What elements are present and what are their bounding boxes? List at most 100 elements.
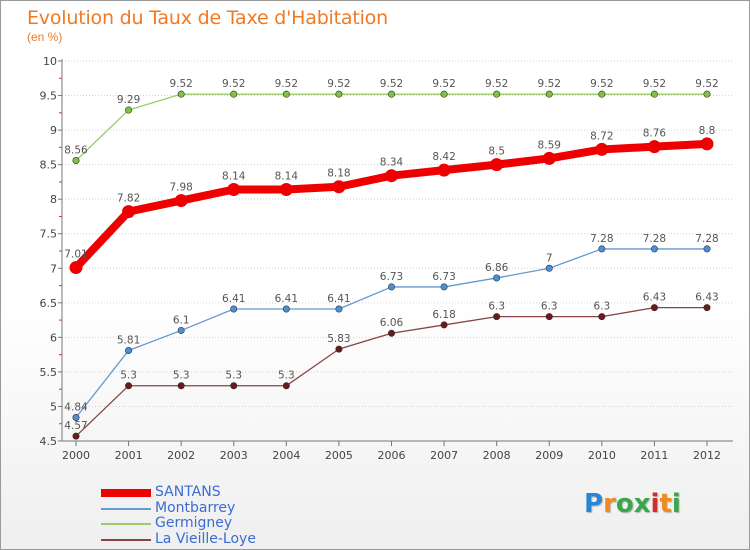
data-label: 5.3	[278, 370, 295, 382]
x-tick-label: 2009	[535, 449, 563, 462]
data-point	[437, 163, 451, 177]
logo-letter: t	[659, 489, 672, 519]
data-point	[542, 151, 556, 165]
data-point	[440, 90, 448, 98]
legend-label: Montbarrey	[155, 499, 236, 516]
data-label: 8.5	[488, 146, 505, 158]
data-label: 5.3	[173, 370, 190, 382]
logo-letter: P	[584, 489, 604, 519]
data-label: 9.52	[275, 78, 298, 90]
data-point	[122, 205, 136, 219]
data-point	[332, 180, 346, 194]
x-tick-label: 2010	[588, 449, 616, 462]
logo-letter: x	[633, 489, 651, 519]
data-point	[387, 283, 395, 291]
data-point	[125, 382, 133, 390]
data-label: 6.3	[488, 301, 505, 313]
data-point	[230, 382, 238, 390]
data-label: 5.83	[327, 333, 350, 345]
data-label: 7.28	[695, 233, 718, 245]
logo-letter: r	[603, 489, 616, 519]
legend-label: La Vieille-Loye	[155, 530, 256, 547]
data-point	[598, 245, 606, 253]
data-point	[545, 313, 553, 321]
x-tick-label: 2002	[167, 449, 195, 462]
data-label: 9.52	[695, 78, 718, 90]
data-point	[227, 183, 241, 197]
data-point	[650, 304, 658, 312]
logo-letter: i	[671, 489, 681, 519]
legend-swatch	[101, 507, 151, 510]
data-label: 5.81	[117, 334, 140, 346]
data-point	[703, 304, 711, 312]
data-label: 6.86	[485, 262, 509, 274]
y-tick-label: 8.5	[40, 159, 58, 172]
data-label: 6.41	[275, 293, 298, 305]
data-point	[650, 245, 658, 253]
data-label: 8.8	[699, 125, 716, 137]
data-point	[703, 90, 711, 98]
data-label: 9.52	[380, 78, 403, 90]
legend-swatch	[101, 523, 151, 525]
data-point	[440, 321, 448, 329]
x-tick-label: 2007	[430, 449, 458, 462]
data-label: 8.34	[380, 157, 404, 169]
proxiti-logo: Proxiti	[584, 489, 681, 519]
x-tick-label: 2001	[115, 449, 143, 462]
data-point	[493, 274, 501, 282]
data-point	[282, 382, 290, 390]
data-label: 9.52	[327, 78, 350, 90]
data-point	[650, 90, 658, 98]
data-point	[440, 283, 448, 291]
data-point	[647, 140, 661, 154]
data-point	[72, 432, 80, 440]
data-point	[335, 345, 343, 353]
data-point	[335, 305, 343, 313]
data-label: 8.56	[64, 144, 88, 156]
x-tick-label: 2011	[640, 449, 668, 462]
data-label: 8.14	[222, 171, 246, 183]
x-tick-label: 2004	[272, 449, 300, 462]
data-point	[230, 90, 238, 98]
series-lines	[69, 90, 714, 440]
data-label: 9.52	[169, 78, 192, 90]
data-label: 6.18	[432, 309, 455, 321]
x-tick-label: 2003	[220, 449, 248, 462]
x-tick-label: 2006	[378, 449, 406, 462]
data-labels: 7.01 7.82 7.98 8.14 8.14 8.18 8.34 8.42 8.5 8.59 8…	[64, 78, 718, 432]
y-tick-label: 5	[50, 400, 57, 413]
data-point	[545, 90, 553, 98]
y-tick-label: 7.5	[40, 228, 58, 241]
data-point	[335, 90, 343, 98]
data-point	[282, 90, 290, 98]
data-point	[72, 156, 80, 164]
data-label: 5.3	[225, 370, 242, 382]
data-label: 8.14	[275, 171, 299, 183]
y-tick-label: 6.5	[40, 297, 58, 310]
data-point	[72, 414, 80, 422]
data-label: 4.57	[64, 420, 87, 432]
data-point	[125, 346, 133, 354]
y-tick-label: 5.5	[40, 366, 58, 379]
data-point	[177, 90, 185, 98]
data-label: 6.3	[541, 301, 558, 313]
legend-swatch	[101, 489, 151, 497]
data-point	[177, 326, 185, 334]
data-label: 8.76	[643, 128, 667, 140]
data-label: 9.52	[590, 78, 613, 90]
data-label: 5.3	[120, 370, 137, 382]
data-label: 6.73	[432, 271, 455, 283]
data-label: 8.18	[327, 168, 350, 180]
x-tick-label: 2005	[325, 449, 353, 462]
data-point	[279, 183, 293, 197]
data-label: 6.73	[380, 271, 403, 283]
chart-title: Evolution du Taux de Taxe d'Habitation	[27, 7, 388, 29]
legend-swatch	[101, 538, 151, 541]
y-tick-label: 4.5	[40, 435, 58, 448]
data-point	[387, 90, 395, 98]
chart-unit-label: (en %)	[27, 30, 63, 44]
legend-label: SANTANS	[155, 484, 221, 500]
y-tick-label: 6	[50, 331, 57, 344]
